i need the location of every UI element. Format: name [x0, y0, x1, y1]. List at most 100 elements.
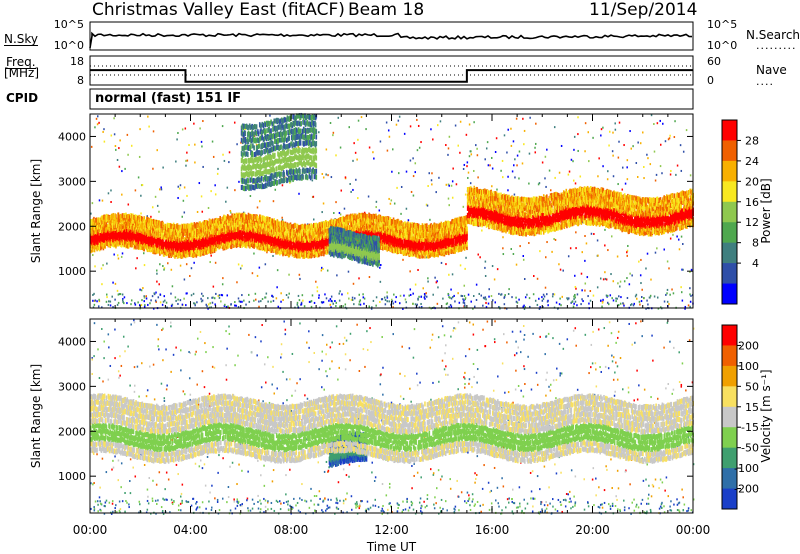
power-feature-cell: [200, 223, 203, 229]
power-noise-cell: [98, 199, 101, 202]
power-noise-cell: [427, 185, 429, 188]
power-noise-cell: [588, 160, 590, 163]
power-noise-cell: [163, 295, 166, 298]
power-noise-cell: [229, 209, 232, 212]
power-noise-cell: [551, 250, 553, 253]
power-feature-cell: [384, 221, 387, 227]
power-noise-cell: [486, 141, 489, 144]
power-noise-cell: [630, 147, 632, 150]
power-noise-cell: [642, 131, 644, 134]
power-noise-cell: [476, 154, 479, 157]
power-noise-cell: [667, 138, 670, 141]
power-noise-cell: [113, 253, 115, 256]
power-noise-cell: [617, 282, 619, 285]
power-noise-cell: [347, 270, 350, 273]
power-feature-cell: [186, 242, 188, 248]
power-feature-cell: [297, 249, 299, 255]
power-noise-cell: [202, 120, 204, 123]
power-noise-cell: [659, 119, 661, 122]
power-noise-cell: [561, 295, 564, 298]
power-noise-cell: [536, 303, 539, 306]
power-noise-cell: [577, 133, 579, 136]
power-noise-cell: [214, 193, 217, 196]
power-feature-cell: [180, 231, 183, 237]
power-noise-cell: [276, 286, 278, 289]
power-feature-cell: [390, 246, 392, 252]
power-noise-cell: [115, 148, 117, 151]
power-noise-cell: [584, 282, 587, 285]
power-noise-cell: [339, 146, 342, 149]
power-noise-cell: [211, 140, 214, 143]
power-noise-cell: [558, 171, 561, 174]
power-feature-cell: [182, 233, 184, 239]
power-noise-cell: [544, 155, 547, 158]
power-noise-cell: [409, 159, 412, 162]
power-noise-cell: [102, 264, 104, 267]
date-title: 11/Sep/2014: [589, 0, 697, 20]
power-noise-cell: [325, 173, 327, 176]
power-feature-cell: [388, 236, 390, 242]
power-feature-cell: [253, 241, 256, 247]
power-feature-cell: [250, 230, 252, 236]
power-feature-cell: [182, 244, 184, 250]
power-feature-cell: [137, 234, 140, 240]
power-noise-cell: [274, 188, 277, 191]
power-noise-cell: [484, 266, 486, 269]
power-noise-cell: [213, 297, 216, 300]
power-noise-cell: [608, 144, 610, 147]
power-feature-cell: [114, 217, 117, 223]
power-noise-cell: [653, 150, 656, 153]
power-noise-cell: [118, 165, 121, 168]
power-noise-cell: [445, 183, 448, 186]
power-feature-cell: [401, 238, 404, 244]
power-noise-cell: [674, 120, 676, 123]
power-feature-cell: [378, 222, 380, 228]
power-noise-cell: [156, 149, 158, 152]
power-feature-cell: [166, 250, 169, 256]
power-noise-cell: [491, 265, 494, 268]
power-noise-cell: [626, 254, 628, 257]
power-noise-cell: [451, 273, 454, 276]
power-feature-cell: [110, 235, 113, 241]
power-noise-cell: [665, 293, 667, 296]
power-noise-cell: [210, 190, 212, 193]
power-noise-cell: [333, 212, 335, 215]
power-noise-cell: [91, 202, 94, 205]
power-noise-cell: [139, 288, 141, 291]
power-noise-cell: [185, 263, 188, 266]
power-feature-cell: [274, 234, 276, 240]
power-noise-cell: [448, 184, 450, 187]
power-noise-cell: [190, 294, 193, 297]
power-noise-cell: [226, 186, 229, 189]
power-noise-cell: [207, 206, 210, 209]
power-feature-cell: [118, 232, 121, 238]
power-noise-cell: [452, 167, 454, 170]
power-noise-cell: [607, 249, 609, 252]
power-noise-cell: [196, 210, 199, 213]
power-noise-cell: [183, 278, 186, 281]
power-feature-cell: [103, 218, 106, 224]
power-noise-cell: [372, 151, 374, 154]
power-noise-cell: [469, 182, 472, 185]
power-noise-cell: [562, 269, 564, 272]
power-noise-cell: [233, 121, 236, 124]
power-noise-cell: [256, 206, 259, 209]
power-feature-cell: [371, 223, 373, 229]
power-noise-cell: [609, 130, 611, 133]
power-noise-cell: [126, 133, 129, 136]
power-noise-cell: [654, 251, 657, 254]
power-feature-cell: [226, 223, 228, 229]
power-noise-cell: [265, 292, 268, 295]
power-feature-cell: [386, 224, 389, 230]
power-feature-cell: [309, 230, 311, 236]
power-feature-cell: [400, 229, 402, 235]
power-feature-cell: [377, 218, 380, 224]
power-noise-cell: [544, 286, 547, 289]
power-noise-cell: [177, 185, 180, 188]
power-noise-cell: [481, 229, 483, 232]
power-feature-cell: [248, 230, 251, 236]
power-feature-cell: [216, 230, 219, 236]
power-feature-cell: [262, 245, 265, 251]
power-noise-cell: [144, 304, 146, 307]
power-noise-cell: [463, 284, 466, 287]
